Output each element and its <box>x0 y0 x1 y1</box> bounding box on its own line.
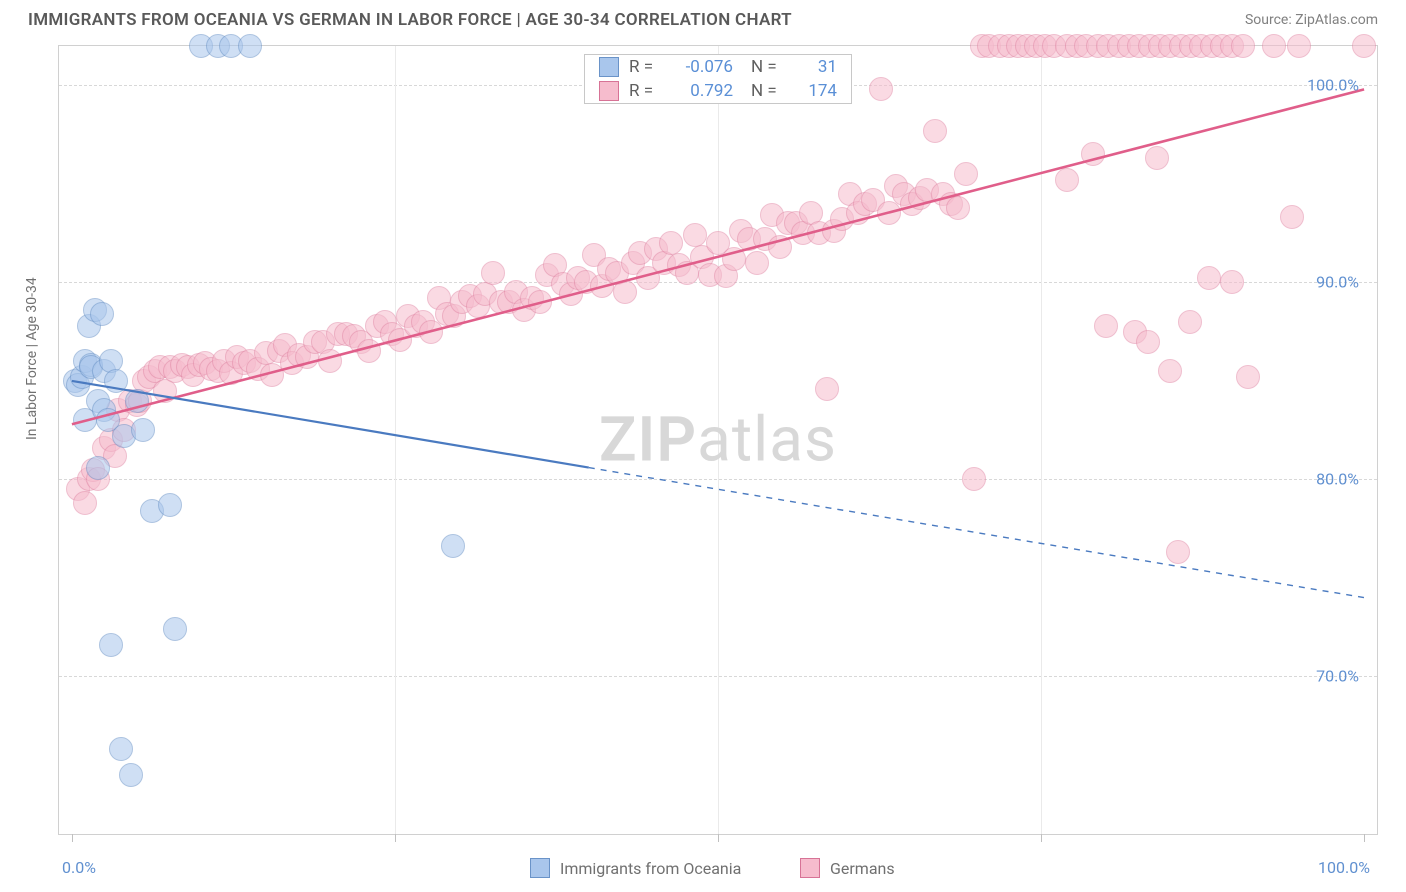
pink-point <box>357 339 381 363</box>
pink-point <box>1055 168 1079 192</box>
blue-point <box>119 763 143 787</box>
pink-point <box>923 119 947 143</box>
pink-point <box>73 491 97 515</box>
blue-point <box>163 617 187 641</box>
pink-point <box>528 290 552 314</box>
square-icon <box>800 858 820 878</box>
chart-plot-area: ZIPatlas R = -0.076 N = 31 R = 0.792 N =… <box>58 45 1378 835</box>
legend-item-oceania: Immigrants from Oceania <box>530 858 741 878</box>
y-tick-label: 70.0% <box>1316 667 1359 686</box>
pink-point <box>1280 205 1304 229</box>
square-icon <box>599 81 619 101</box>
pink-point <box>954 162 978 186</box>
n-value: 174 <box>797 81 837 101</box>
pink-point <box>1352 34 1376 58</box>
gridline-v <box>395 46 396 834</box>
blue-point <box>441 534 465 558</box>
pink-point <box>768 235 792 259</box>
pink-point <box>1178 310 1202 334</box>
pink-point <box>1145 146 1169 170</box>
x-tick-mark <box>1041 834 1042 842</box>
pink-point <box>815 377 839 401</box>
watermark-bold: ZIP <box>599 404 697 477</box>
pink-point <box>1236 365 1260 389</box>
legend-row-blue: R = -0.076 N = 31 <box>585 55 851 79</box>
correlation-legend: R = -0.076 N = 31 R = 0.792 N = 174 <box>584 54 852 104</box>
blue-point <box>99 633 123 657</box>
x-tick-min: 0.0% <box>62 858 96 877</box>
pink-point <box>1287 34 1311 58</box>
x-tick-max: 100.0% <box>1318 858 1370 877</box>
pink-point <box>946 196 970 220</box>
legend-label: Germans <box>830 859 895 878</box>
pink-point <box>1231 34 1255 58</box>
y-tick-label: 100.0% <box>1307 76 1359 95</box>
pink-point <box>1197 266 1221 290</box>
r-value: -0.076 <box>675 57 733 77</box>
n-label: N = <box>751 81 787 101</box>
y-tick-label: 80.0% <box>1316 470 1359 489</box>
blue-point <box>125 389 149 413</box>
pink-point <box>1081 142 1105 166</box>
r-value: 0.792 <box>675 81 733 101</box>
watermark: ZIPatlas <box>599 404 837 477</box>
blue-point <box>238 34 262 58</box>
legend-item-germans: Germans <box>800 858 895 878</box>
x-tick-mark <box>718 834 719 842</box>
legend-label: Immigrants from Oceania <box>560 859 741 878</box>
pink-point <box>1136 330 1160 354</box>
blue-point <box>131 418 155 442</box>
blue-point <box>86 456 110 480</box>
pink-point <box>722 247 746 271</box>
chart-title: IMMIGRANTS FROM OCEANIA VS GERMAN IN LAB… <box>28 10 792 30</box>
watermark-light: atlas <box>697 404 837 477</box>
pink-point <box>613 280 637 304</box>
gridline-v <box>1041 46 1042 834</box>
y-axis-label: In Labor Force | Age 30-34 <box>24 277 40 440</box>
pink-point <box>481 261 505 285</box>
square-icon <box>599 57 619 77</box>
pink-point <box>1262 34 1286 58</box>
source-label: Source: ZipAtlas.com <box>1245 12 1378 28</box>
pink-point <box>1220 270 1244 294</box>
x-tick-mark <box>1364 834 1365 842</box>
blue-point <box>90 302 114 326</box>
blue-point <box>104 369 128 393</box>
pink-point <box>877 201 901 225</box>
blue-point <box>109 737 133 761</box>
n-value: 31 <box>797 57 837 77</box>
pink-point <box>318 349 342 373</box>
pink-point <box>745 251 769 275</box>
y-tick-label: 90.0% <box>1316 273 1359 292</box>
pink-point <box>1158 359 1182 383</box>
blue-point <box>158 493 182 517</box>
pink-point <box>683 223 707 247</box>
n-label: N = <box>751 57 787 77</box>
pink-point <box>962 467 986 491</box>
pink-point <box>869 77 893 101</box>
pink-point <box>1166 540 1190 564</box>
r-label: R = <box>629 81 665 101</box>
x-tick-mark <box>72 834 73 842</box>
square-icon <box>530 858 550 878</box>
x-tick-mark <box>395 834 396 842</box>
pink-point <box>1094 314 1118 338</box>
pink-point <box>659 231 683 255</box>
legend-row-pink: R = 0.792 N = 174 <box>585 79 851 103</box>
r-label: R = <box>629 57 665 77</box>
